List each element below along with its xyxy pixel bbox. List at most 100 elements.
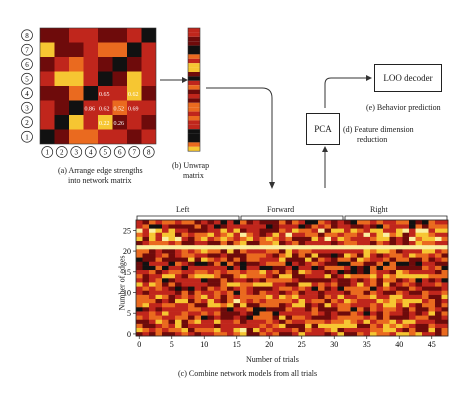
heatmap-cell — [285, 253, 293, 258]
heatmap-cell — [441, 298, 449, 304]
heatmap-cell — [389, 257, 397, 262]
heatmap-cell — [292, 220, 299, 225]
heatmap-cell — [214, 269, 221, 275]
heatmap-cell — [233, 232, 241, 237]
heatmap-cell — [155, 249, 163, 254]
heatmap-cell — [344, 220, 351, 225]
heatmap-cell — [272, 269, 280, 275]
heatmap-cell — [344, 232, 351, 237]
heatmap-cell — [220, 269, 228, 275]
heatmap-cell — [311, 257, 319, 262]
heatmap-cell — [240, 290, 247, 295]
heatmap-cell — [357, 282, 364, 287]
node-label: 6 — [118, 149, 122, 157]
heatmap-cell — [428, 244, 436, 250]
heatmap-cell — [428, 273, 436, 279]
heatmap-cell — [363, 278, 371, 283]
heatmap-cell — [227, 269, 234, 275]
heatmap-cell — [168, 311, 176, 316]
heatmap-cell — [409, 253, 416, 258]
heatmap-cell — [422, 228, 429, 233]
heatmap-cell — [435, 265, 442, 271]
heatmap-cell — [409, 236, 416, 242]
heatmap-cell — [389, 331, 397, 337]
heatmap-cell — [337, 224, 345, 229]
heatmap-cell — [279, 228, 286, 233]
heatmap-cell — [331, 269, 338, 275]
heatmap-cell — [175, 244, 182, 250]
heatmap-cell — [227, 232, 234, 237]
heatmap-cell — [337, 273, 345, 279]
heatmap-cell — [441, 253, 449, 258]
heatmap-cell — [246, 273, 254, 279]
heatmap-cell — [396, 249, 403, 254]
heatmap-cell — [298, 311, 306, 316]
unwrap-cell — [188, 67, 200, 72]
heatmap-cell — [324, 298, 332, 304]
heatmap-cell — [220, 327, 228, 333]
heatmap-cell — [220, 323, 228, 329]
heatmap-cell — [337, 331, 345, 337]
heatmap-cell — [285, 220, 293, 225]
heatmap-cell — [318, 249, 325, 254]
heatmap-cell — [415, 294, 423, 300]
heatmap-cell — [136, 315, 143, 320]
heatmap-cell — [311, 249, 319, 254]
node-circle — [142, 146, 155, 158]
heatmap-cell — [207, 220, 215, 225]
heatmap-cell — [383, 228, 390, 233]
heatmap-cell — [337, 232, 345, 237]
heatmap-cell — [324, 311, 332, 316]
heatmap-cell — [396, 261, 403, 266]
unwrap-caption-1: (b) Unwrap — [172, 161, 210, 170]
heatmap-cell — [233, 315, 241, 320]
heatmap-cell — [240, 232, 247, 237]
heatmap-cell — [428, 311, 436, 316]
heatmap-cell — [428, 257, 436, 262]
heatmap-cell — [155, 331, 163, 337]
heatmap-cell — [175, 307, 182, 312]
heatmap-cell — [207, 331, 215, 337]
heatmap-cell — [149, 311, 156, 316]
heatmap-cell — [318, 269, 325, 275]
heatmap-cell — [324, 327, 332, 333]
heatmap-cell — [155, 236, 163, 242]
heatmap-cell — [409, 290, 416, 295]
heatmap-cell — [363, 290, 371, 295]
heatmap-cell — [344, 236, 351, 242]
heatmap-cell — [422, 331, 429, 337]
heatmap-cell — [344, 228, 351, 233]
heatmap-cell — [142, 257, 150, 262]
heatmap-cell — [324, 323, 332, 329]
heatmap-cell — [220, 278, 228, 283]
heatmap-cell — [272, 273, 280, 279]
heatmap-cell — [311, 224, 319, 229]
matrix-cell — [112, 28, 127, 43]
heatmap-cell — [363, 282, 371, 287]
heatmap-cell — [175, 319, 182, 324]
matrix-cell — [83, 86, 98, 101]
heatmap-cell — [318, 253, 325, 258]
node-circle — [128, 146, 141, 158]
matrix-cell — [112, 115, 127, 130]
heatmap-cell — [220, 257, 228, 262]
heatmap-cell — [441, 278, 449, 283]
unwrap-cell — [188, 76, 200, 81]
heatmap-cell — [331, 278, 338, 283]
heatmap-cell — [136, 290, 143, 295]
heatmap-cell — [155, 290, 163, 295]
heatmap-cell — [194, 302, 202, 308]
heatmap-cell — [383, 282, 390, 287]
heatmap-cell — [350, 228, 358, 233]
group-bracket — [136, 215, 240, 220]
heatmap-cell — [175, 278, 182, 283]
heatmap-cell — [344, 240, 351, 246]
heatmap-cell — [292, 228, 299, 233]
heatmap-cell — [285, 257, 293, 262]
heatmap-cell — [155, 253, 163, 258]
heatmap-cell — [292, 298, 299, 304]
heatmap-cell — [136, 240, 143, 246]
heatmap-cell — [227, 224, 234, 229]
heatmap-cell — [376, 294, 384, 300]
heatmap-cell — [220, 253, 228, 258]
